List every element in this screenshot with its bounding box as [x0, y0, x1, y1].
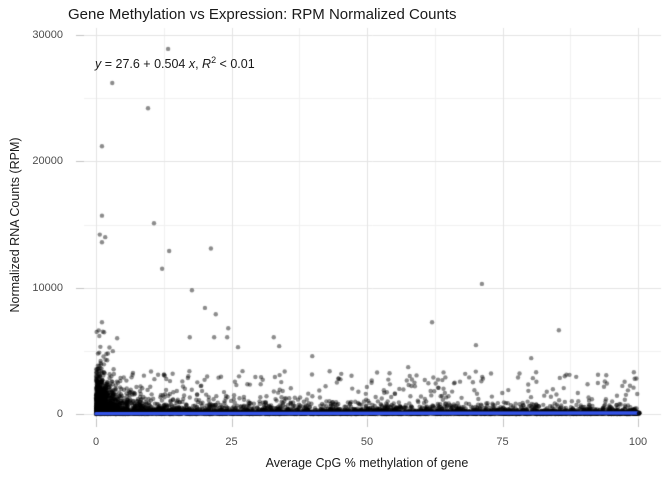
equation-separator: ,	[195, 57, 203, 72]
x-tick-label: 50	[360, 436, 374, 448]
y-tick-label: 0	[56, 408, 63, 420]
equation-r-variable: R	[202, 57, 212, 72]
regression-equation: y = 27.6 + 0.504 x, R2 < 0.01	[95, 55, 255, 71]
y-tick-label: 10000	[32, 281, 63, 294]
y-tick-label: 30000	[32, 29, 63, 41]
equation-x-variable: x	[188, 57, 196, 72]
x-axis-title: Average CpG % methylation of gene	[265, 456, 469, 470]
y-axis-title: Normalized RNA Counts (RPM)	[8, 137, 22, 313]
equation-r-exponent: 2	[211, 55, 217, 65]
x-tick-label: 25	[225, 436, 238, 448]
x-tick-label: 100	[628, 436, 648, 448]
y-tick-label: 20000	[32, 155, 63, 168]
equation-y-variable: y	[95, 57, 102, 72]
x-tick-label: 0	[92, 436, 100, 448]
equation-coefficients: = 27.6 + 0.504	[101, 57, 189, 72]
chart-title: Gene Methylation vs Expression: RPM Norm…	[68, 6, 457, 23]
equation-r-value: < 0.01	[216, 57, 255, 72]
x-tick-label: 75	[496, 436, 509, 448]
